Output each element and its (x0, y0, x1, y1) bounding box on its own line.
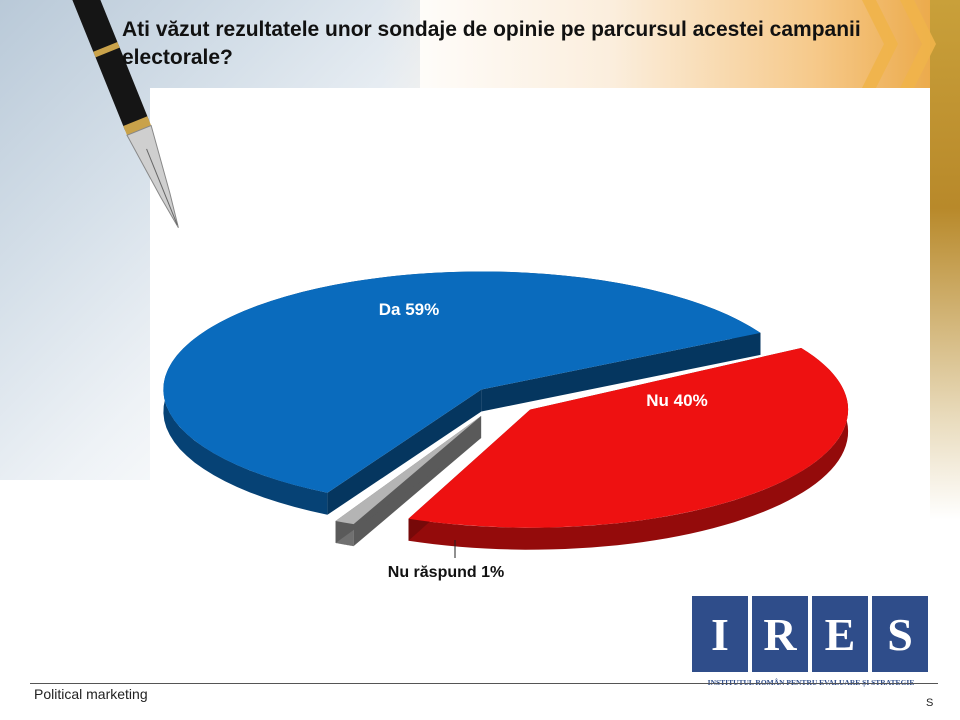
slice-label-nu: Nu 40% (646, 391, 707, 410)
slice-label-da: Da 59% (379, 300, 439, 319)
logo-letter-i: I (692, 596, 748, 672)
pie-slice-nu-top (408, 348, 849, 528)
ires-logo: I R E S INSTITUTUL ROMÂN PENTRU EVALUARE… (692, 596, 930, 694)
pie-slice-nr-wall-1 (335, 416, 482, 543)
pie-slice-nu (408, 348, 849, 550)
logo-subtitle: INSTITUTUL ROMÂN PENTRU EVALUARE ȘI STRA… (692, 678, 930, 687)
fountain-pen-icon (65, 0, 179, 228)
footer-right-mark: S (926, 697, 934, 709)
logo-letter-r: R (752, 596, 808, 672)
background-right-band (930, 0, 960, 520)
pie-slice-nu-side (408, 348, 849, 550)
pie-slice-nr (335, 416, 482, 547)
pie-slice-da-top (163, 271, 761, 493)
footer-divider (30, 683, 938, 684)
pie-slice-nr-top (335, 416, 482, 525)
logo-letter-s: S (872, 596, 928, 672)
page-title: Ati văzut rezultatele unor sondaje de op… (122, 18, 861, 69)
slice-label-nr: Nu răspund 1% (388, 564, 504, 581)
pie-slice-da-wall-0 (327, 389, 482, 515)
chevron-decoration (862, 0, 936, 88)
background-top-band (380, 0, 960, 90)
logo-letter-e: E (812, 596, 868, 672)
footer-label: Political marketing (34, 686, 148, 702)
pie-slice-da (163, 271, 761, 515)
pie-slice-da-wall-1 (481, 332, 761, 412)
